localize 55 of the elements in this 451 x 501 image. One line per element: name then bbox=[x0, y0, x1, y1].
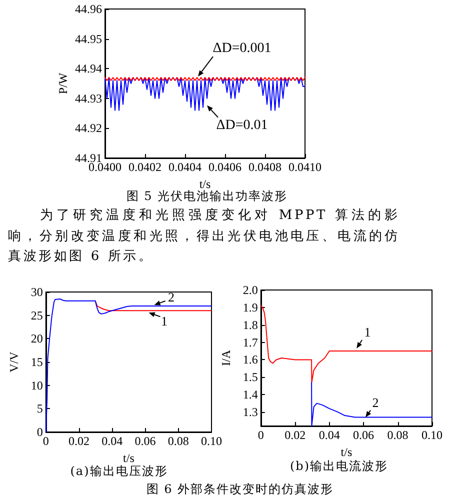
y-tick-label: 1.3 bbox=[242, 405, 258, 420]
text: (b)输出电流波形 bbox=[290, 459, 388, 473]
series-label: 1 bbox=[364, 324, 371, 340]
x-tick-label: 0.0402 bbox=[128, 160, 162, 174]
x-tick-label: 0.0410 bbox=[288, 160, 322, 174]
y-tick-label: 30 bbox=[30, 285, 43, 299]
text: (a)输出电压波形 bbox=[70, 464, 168, 478]
y-tick-label: 44.93 bbox=[75, 91, 102, 106]
text: 为了研究温度和光照强度变化对 MPPT 算法的影响，分别改变温度和光照，得出光伏电池电压、电流的仿真波形如图 6 所示。 bbox=[8, 207, 400, 266]
y-tick-label: 44.95 bbox=[75, 32, 102, 46]
series-label: 2 bbox=[372, 394, 379, 410]
y-tick-label: 20 bbox=[30, 332, 43, 346]
x-tick-label: 0.10 bbox=[201, 434, 222, 448]
x-axis-title: t/s bbox=[199, 176, 211, 191]
x-tick-label: 0.0408 bbox=[248, 160, 282, 174]
y-tick-label: 25 bbox=[30, 308, 43, 322]
y-tick-label: 5 bbox=[36, 402, 43, 416]
x-tick-label: 0.0404 bbox=[168, 160, 202, 174]
y-axis-title: V/V bbox=[7, 351, 21, 372]
y-axis-title: P/W bbox=[56, 72, 70, 94]
y-tick-label: 1.8 bbox=[242, 318, 258, 332]
x-tick-label: 0.06 bbox=[353, 428, 374, 442]
x-tick-label: 0.08 bbox=[168, 434, 189, 448]
x-tick-label: 0.04 bbox=[318, 428, 340, 442]
y-axis-title: I/A bbox=[219, 350, 233, 366]
x-axis-title: t/s bbox=[123, 450, 135, 465]
y-tick-label: 10 bbox=[30, 378, 43, 392]
y-tick-label: 44.92 bbox=[75, 121, 102, 136]
series-label: ΔD=0.01 bbox=[216, 118, 268, 133]
series-label: ΔD=0.001 bbox=[212, 41, 272, 56]
y-tick-label: 1.6 bbox=[242, 352, 258, 367]
y-tick-label: 1.7 bbox=[242, 335, 258, 350]
line-series bbox=[104, 77, 306, 111]
y-tick-label: 1.4 bbox=[242, 388, 258, 402]
x-tick-label: 0.10 bbox=[422, 428, 442, 442]
y-tick-label: 1.5 bbox=[242, 370, 258, 384]
y-tick-label: 44.94 bbox=[75, 62, 102, 76]
y-tick-label: 15 bbox=[30, 355, 43, 369]
series-label: 1 bbox=[161, 314, 168, 329]
line-series bbox=[311, 382, 432, 426]
text: 图 5 光伏电池输出功率波形 bbox=[126, 189, 288, 203]
x-tick-label: 0.02 bbox=[284, 428, 306, 442]
x-axis-title: t/s bbox=[340, 444, 352, 459]
text: 图 6 外部条件改变时的仿真波形 bbox=[146, 482, 334, 496]
y-tick-label: 1.9 bbox=[242, 300, 258, 314]
line-series bbox=[260, 305, 432, 383]
x-tick-label: 0.02 bbox=[68, 434, 90, 448]
series-label: 2 bbox=[168, 290, 175, 304]
line-series bbox=[94, 300, 212, 312]
y-tick-label: 44.96 bbox=[75, 2, 102, 16]
x-tick-label: 0.0406 bbox=[208, 160, 242, 174]
y-tick-label: 2.0 bbox=[242, 283, 258, 297]
x-tick-label: 0.08 bbox=[387, 428, 408, 442]
x-tick-label: 0.04 bbox=[102, 434, 123, 448]
x-tick-label: 0.06 bbox=[134, 434, 156, 448]
